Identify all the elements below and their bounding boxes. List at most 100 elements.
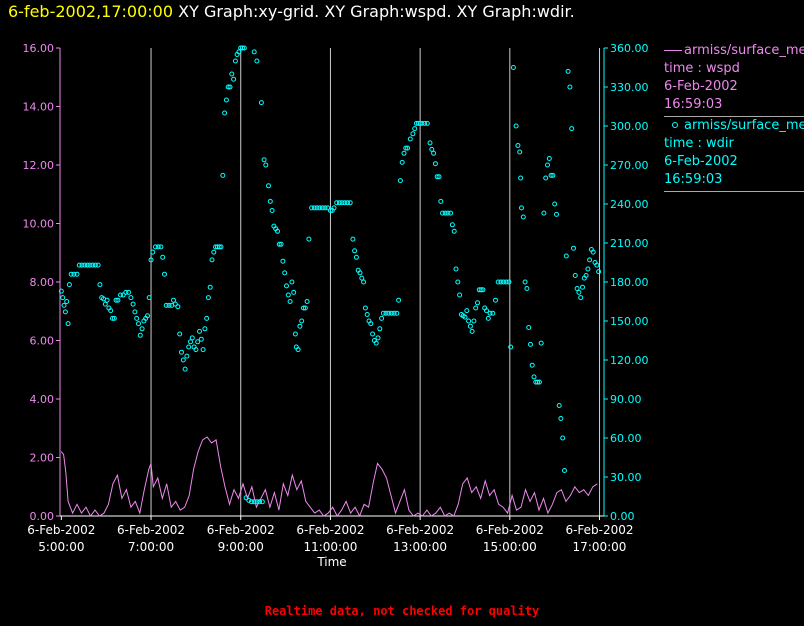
data-point-wdir: [478, 287, 484, 293]
legend-source: armiss/surface_met: [664, 42, 804, 60]
header-graph-list: XY Graph:xy-grid. XY Graph:wspd. XY Grap…: [178, 2, 575, 21]
x-tick-date: 6-Feb-2002: [476, 523, 544, 537]
data-point-wdir: [193, 347, 199, 353]
data-point-wdir: [467, 323, 473, 329]
legend-variable: time : wdir: [664, 136, 734, 151]
data-point-wdir: [276, 241, 282, 247]
data-point-wdir: [155, 244, 161, 250]
data-point-wdir: [493, 297, 498, 303]
data-point-wdir: [357, 270, 363, 276]
data-point-wdir: [473, 305, 479, 311]
data-point-wdir: [62, 309, 68, 315]
data-point-wdir: [92, 262, 98, 268]
data-point-wdir: [275, 228, 280, 234]
data-point-wdir: [299, 318, 305, 324]
right-tick-label: 330.00: [610, 81, 649, 94]
data-point-wdir: [267, 198, 273, 204]
left-tick-label: 2.00: [30, 452, 55, 465]
data-point-wdir: [399, 159, 405, 165]
data-point-wdir: [585, 266, 591, 272]
right-tick-label: 180.00: [610, 276, 649, 289]
left-tick-label: 0.00: [30, 510, 55, 523]
x-tick-time: 15:00:00: [483, 540, 537, 554]
series-line-wspd: [60, 436, 598, 518]
data-point-wdir: [522, 279, 528, 285]
data-point-wdir: [136, 321, 141, 327]
right-tick-label: 90.00: [610, 393, 642, 406]
data-point-wdir: [186, 344, 192, 350]
data-point-wdir: [576, 289, 582, 295]
data-point-wdir: [405, 145, 411, 151]
data-point-wdir: [560, 435, 566, 441]
data-point-wdir: [209, 257, 215, 263]
right-tick-label: 270.00: [610, 159, 649, 172]
data-point-wdir: [519, 205, 524, 211]
data-point-wdir: [166, 302, 172, 308]
data-point-wdir: [403, 145, 409, 151]
data-point-wdir: [123, 289, 129, 295]
right-tick-label: 240.00: [610, 198, 649, 211]
data-point-wdir: [361, 279, 367, 285]
data-point-wdir: [95, 262, 101, 268]
data-point-wdir: [251, 49, 257, 55]
data-point-wdir: [163, 302, 169, 308]
left-tick-label: 8.00: [30, 276, 55, 289]
data-point-wdir: [227, 84, 233, 90]
data-point-wdir: [160, 254, 166, 260]
data-point-wdir: [569, 126, 575, 132]
data-point-wdir: [204, 315, 210, 321]
data-point-wdir: [583, 273, 589, 278]
data-point-wdir: [175, 304, 181, 310]
data-point-wdir: [68, 271, 74, 277]
data-point-wdir: [334, 200, 340, 206]
data-point-wdir: [538, 340, 544, 346]
data-point-wdir: [246, 497, 252, 503]
x-tick-time: 17:00:00: [573, 540, 627, 554]
data-point-wdir: [128, 295, 134, 301]
data-point-wdir: [370, 331, 376, 337]
data-point-wdir: [448, 210, 454, 216]
data-point-wdir: [82, 262, 88, 268]
data-point-wdir: [222, 110, 228, 116]
data-point-wdir: [517, 149, 523, 155]
data-point-wdir: [263, 162, 269, 168]
data-point-wdir: [202, 326, 208, 332]
right-tick-label: 60.00: [610, 432, 642, 445]
data-point-wdir: [466, 318, 472, 324]
data-point-wdir: [118, 292, 123, 298]
data-point-wdir: [455, 279, 461, 285]
data-point-wdir: [297, 323, 303, 329]
data-point-wdir: [490, 310, 496, 316]
data-point-wdir: [269, 208, 275, 213]
data-point-wdir: [495, 279, 501, 285]
data-point-wdir: [449, 222, 455, 228]
data-point-wdir: [171, 297, 176, 303]
data-point-wdir: [292, 331, 298, 337]
data-point-wdir: [145, 313, 150, 319]
x-tick-date: 6-Feb-2002: [565, 523, 633, 537]
data-point-wdir: [61, 302, 67, 308]
data-point-wdir: [231, 76, 237, 82]
data-point-wdir: [90, 262, 96, 268]
legend-circle-symbol: [672, 122, 678, 128]
data-point-wdir: [529, 362, 535, 368]
data-point-wdir: [528, 341, 533, 347]
data-point-wdir: [386, 310, 392, 316]
right-tick-label: 30.00: [610, 471, 642, 484]
data-point-wdir: [429, 146, 435, 152]
data-point-wdir: [596, 269, 602, 275]
data-point-wdir: [153, 244, 158, 250]
left-tick-label: 14.00: [23, 101, 55, 114]
data-point-wdir: [314, 205, 320, 211]
data-point-wdir: [590, 249, 596, 255]
x-tick-time: 11:00:00: [303, 540, 357, 554]
data-point-wdir: [287, 299, 293, 304]
data-point-wdir: [71, 271, 77, 277]
data-point-wdir: [567, 84, 573, 90]
data-point-wdir: [66, 282, 72, 288]
data-point-wdir: [412, 126, 418, 132]
data-point-wdir: [578, 295, 584, 301]
data-point-wdir: [427, 140, 433, 146]
data-point-wdir: [546, 156, 552, 161]
